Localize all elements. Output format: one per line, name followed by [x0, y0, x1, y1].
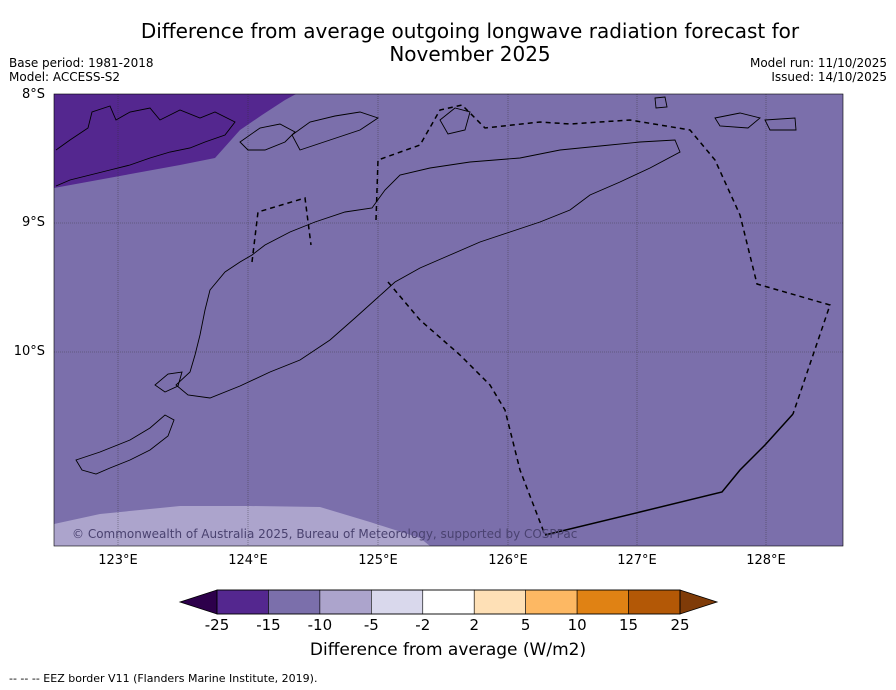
model-info: Base period: 1981-2018 Model: ACCESS-S2 — [9, 56, 154, 84]
colorbar-bin — [628, 589, 681, 615]
colorbar-tick-label: 10 — [567, 616, 587, 634]
y-tick-9s: 9°S — [21, 215, 45, 230]
eez-border-solid — [544, 413, 794, 536]
island-east-1 — [714, 112, 761, 129]
x-tick-128e: 128°E — [746, 553, 786, 568]
y-tick-8s: 8°S — [21, 87, 45, 102]
colorbar — [178, 589, 719, 615]
colorbar-low-extend — [178, 589, 218, 615]
anomaly-field-weak-negative — [54, 506, 430, 546]
colorbar-tick-label: 5 — [520, 616, 531, 634]
eez-border — [251, 104, 831, 536]
issue-info: Model run: 11/10/2025 Issued: 14/10/2025 — [750, 56, 887, 84]
colorbar-tick-label: -5 — [363, 616, 379, 634]
title-line-2: November 2025 — [389, 42, 551, 66]
x-tick-124e: 124°E — [228, 553, 268, 568]
x-tick-123e: 123°E — [98, 553, 138, 568]
colorbar-bin — [576, 589, 629, 615]
model-name: Model: ACCESS-S2 — [9, 70, 121, 84]
sumba-coastline — [75, 414, 175, 475]
flores-coastline — [55, 105, 236, 187]
model-run: Model run: 11/10/2025 — [749, 56, 887, 70]
x-tick-126e: 126°E — [488, 553, 528, 568]
anomaly-field-main — [54, 94, 843, 546]
colorbar-tick-label: -2 — [415, 616, 431, 634]
timor-coastline — [175, 139, 681, 399]
chart-title: Difference from average outgoing longwav… — [100, 20, 840, 66]
colorbar-tick-label: 15 — [619, 616, 639, 634]
colorbar-bin — [216, 589, 269, 615]
island-east-2 — [764, 117, 797, 131]
issued-date: Issued: 14/10/2025 — [771, 70, 887, 84]
base-period: Base period: 1981-2018 — [9, 56, 154, 70]
colorbar-bin — [371, 589, 424, 615]
colorbar-tick-label: -25 — [204, 616, 230, 634]
x-tick-127e: 127°E — [617, 553, 657, 568]
colorbar-tick-label: 25 — [670, 616, 690, 634]
colorbar-label: Difference from average (W/m2) — [309, 640, 587, 660]
x-tick-125e: 125°E — [358, 553, 398, 568]
graticule — [54, 94, 843, 546]
roti-coastline — [154, 371, 183, 393]
island-north-2 — [291, 111, 380, 151]
island-north-3 — [439, 107, 471, 135]
y-tick-10s: 10°S — [13, 344, 45, 359]
colorbar-bin — [268, 589, 321, 615]
title-line-1: Difference from average outgoing longwav… — [140, 19, 800, 43]
copyright-notice: © Commonwealth of Australia 2025, Bureau… — [72, 527, 577, 541]
island-north-1 — [239, 123, 296, 151]
island-east-3 — [654, 96, 668, 109]
colorbar-tick-label: -15 — [256, 616, 281, 634]
colorbar-bin — [319, 589, 372, 615]
colorbar-high-extend — [679, 589, 719, 615]
colorbar-tick-label: 2 — [469, 616, 479, 634]
coastlines — [55, 96, 797, 475]
colorbar-bin — [525, 589, 578, 615]
colorbar-bin — [473, 589, 526, 615]
colorbar-bin — [422, 589, 475, 615]
map-frame — [53, 93, 844, 547]
colorbar-tick-label: -10 — [307, 616, 333, 634]
eez-footnote: -- -- -- EEZ border V11 (Flanders Marine… — [9, 672, 318, 685]
